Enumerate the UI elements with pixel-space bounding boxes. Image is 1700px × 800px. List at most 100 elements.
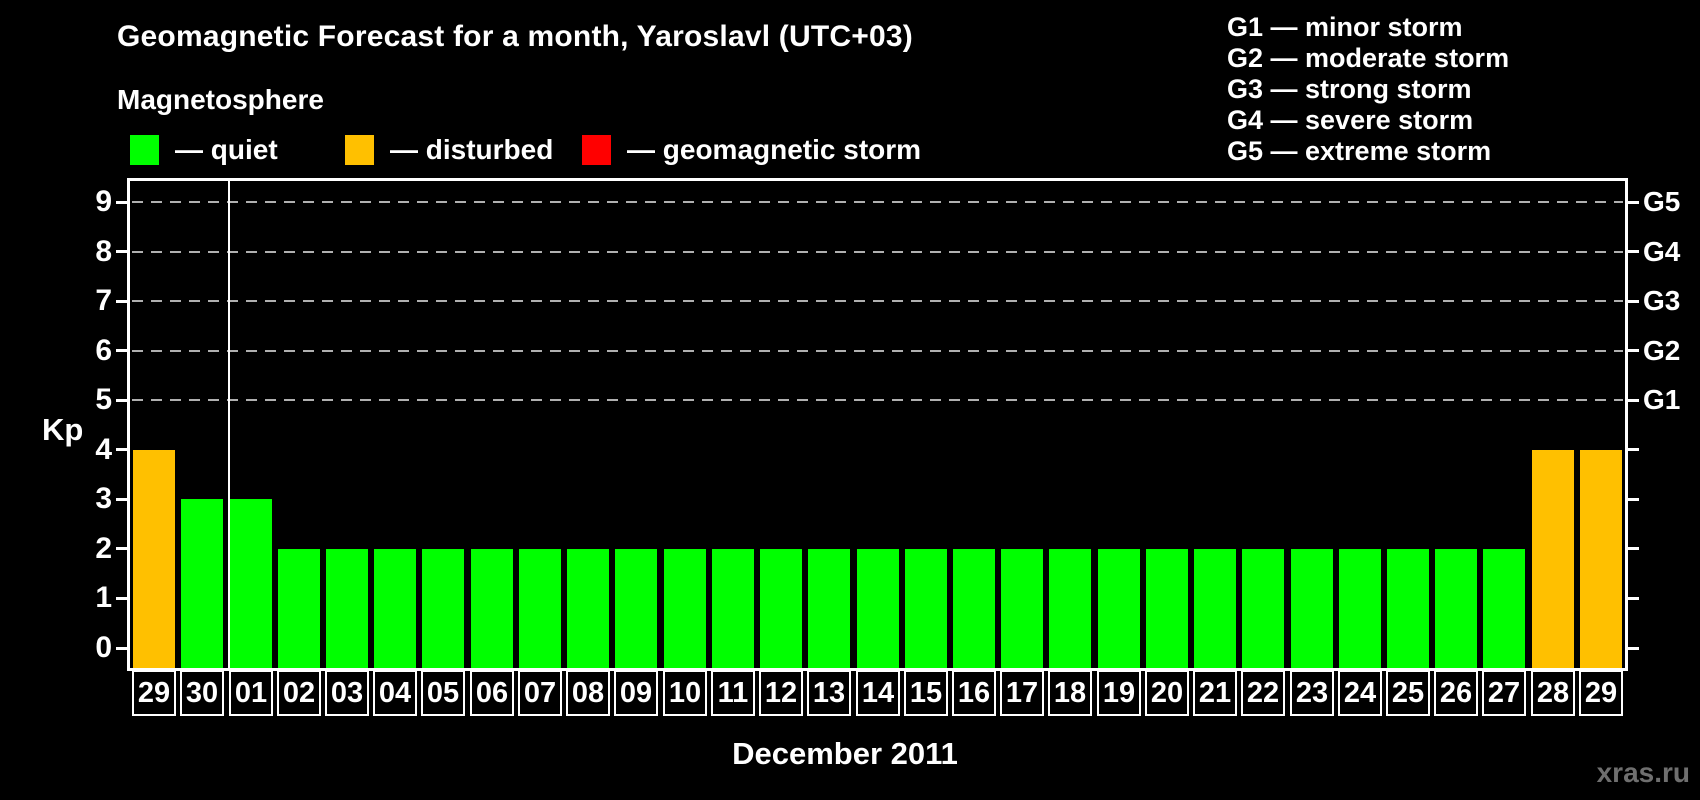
chart-title: Geomagnetic Forecast for a month, Yarosl… [117, 20, 913, 53]
x-axis-day-label: 04 [373, 670, 417, 716]
kp-bar-day-24 [1339, 549, 1381, 668]
gridline-kp7 [132, 300, 1623, 303]
kp-bar-day-19 [1098, 549, 1140, 668]
left-tick-kp8 [116, 250, 128, 254]
kp-bar-day-22 [1242, 549, 1284, 668]
kp-bar-day-30 [181, 499, 223, 668]
left-tick-kp9 [116, 200, 128, 204]
legend-label-storm: — geomagnetic storm [627, 134, 922, 165]
kp-bar-day-09 [615, 549, 657, 668]
right-tick-kp7 [1627, 299, 1639, 303]
right-tick-kp2 [1627, 547, 1639, 551]
y-axis-tick-label-7: 7 [95, 284, 112, 318]
x-axis-day-label: 13 [807, 670, 851, 716]
x-axis-day-label: 06 [470, 670, 514, 716]
x-axis-day-label: 02 [277, 670, 321, 716]
right-axis-label-g1: G1 [1643, 384, 1681, 416]
kp-bar-day-15 [905, 549, 947, 668]
left-tick-kp5 [116, 398, 128, 402]
left-tick-kp1 [116, 596, 128, 600]
g2-legend-line: G2 — moderate storm [1227, 43, 1510, 73]
left-tick-kp0 [116, 646, 128, 650]
legend-item-storm: — geomagnetic storm [582, 134, 921, 166]
right-tick-kp3 [1627, 497, 1639, 501]
y-axis-tick-label-8: 8 [95, 234, 112, 268]
kp-bar-day-11 [712, 549, 754, 668]
y-axis-tick-label-3: 3 [95, 482, 112, 516]
x-axis-day-label: 08 [566, 670, 610, 716]
kp-bar-day-04 [374, 549, 416, 668]
magnetosphere-label: Magnetosphere [117, 84, 324, 115]
y-axis-label: Kp [42, 412, 84, 447]
x-axis-day-label: 25 [1386, 670, 1430, 716]
x-axis-day-label: 01 [229, 670, 273, 716]
gridline-kp8 [132, 250, 1623, 253]
kp-bar-day-03 [326, 549, 368, 668]
x-axis-day-label: 20 [1145, 670, 1189, 716]
x-axis-day-label: 07 [518, 670, 562, 716]
gridline-kp9 [132, 201, 1623, 204]
right-axis-label-g5: G5 [1643, 186, 1681, 218]
y-axis-tick-label-6: 6 [95, 333, 112, 367]
kp-bar-day-20 [1146, 549, 1188, 668]
gridline-kp6 [132, 349, 1623, 352]
kp-bar-day-21 [1194, 549, 1236, 668]
g4-legend-line: G4 — severe storm [1227, 105, 1474, 135]
kp-bar-day-28 [1532, 450, 1574, 668]
x-axis-day-label: 29 [1579, 670, 1623, 716]
kp-bar-day-13 [808, 549, 850, 668]
x-axis-day-label: 18 [1048, 670, 1092, 716]
plot-frame [127, 178, 1628, 671]
legend-label-disturbed: — disturbed [390, 134, 554, 165]
x-axis-day-label: 10 [663, 670, 707, 716]
y-axis-tick-label-0: 0 [95, 631, 112, 664]
right-tick-kp8 [1627, 250, 1639, 254]
watermark: xras.ru [1596, 757, 1690, 788]
y-axis-tick-label-4: 4 [95, 432, 112, 466]
g3-legend-line: G3 — strong storm [1227, 74, 1472, 104]
kp-bar-day-08 [567, 549, 609, 668]
right-tick-kp6 [1627, 349, 1639, 353]
x-axis-day-label: 11 [711, 670, 755, 716]
x-axis-day-label: 17 [1000, 670, 1044, 716]
right-tick-kp0 [1627, 646, 1639, 650]
x-axis-day-label: 15 [904, 670, 948, 716]
right-axis-label-g4: G4 [1643, 235, 1681, 267]
kp-bar-day-29 [133, 450, 175, 668]
storm-color-swatch [582, 135, 611, 165]
x-axis-day-label: 16 [952, 670, 996, 716]
g-scale-legend: G1 — minor storm G2 — moderate storm G3 … [1227, 12, 1509, 167]
kp-bar-day-12 [760, 549, 802, 668]
x-axis-day-label: 05 [421, 670, 465, 716]
g1-legend-line: G1 — minor storm [1227, 12, 1463, 42]
g5-legend-line: G5 — extreme storm [1227, 136, 1492, 166]
right-axis-label-g3: G3 [1643, 285, 1681, 317]
left-tick-kp4 [116, 448, 128, 452]
y-axis-tick-label-2: 2 [95, 531, 112, 565]
kp-bar-day-29 [1580, 450, 1622, 668]
right-tick-kp9 [1627, 200, 1639, 204]
x-axis-day-label: 28 [1531, 670, 1575, 716]
right-tick-kp5 [1627, 398, 1639, 402]
x-axis-day-label: 27 [1482, 670, 1526, 716]
kp-bar-day-10 [664, 549, 706, 668]
x-axis-day-label: 09 [614, 670, 658, 716]
kp-bar-day-17 [1001, 549, 1043, 668]
kp-bar-day-05 [422, 549, 464, 668]
y-axis-tick-label-9: 9 [95, 185, 112, 219]
kp-bar-day-26 [1435, 549, 1477, 668]
quiet-color-swatch [130, 135, 159, 165]
left-tick-kp2 [116, 547, 128, 551]
x-axis-day-label: 14 [856, 670, 900, 716]
kp-bar-day-27 [1483, 549, 1525, 668]
y-axis-tick-label-5: 5 [95, 383, 112, 417]
x-axis-day-label: 22 [1241, 670, 1285, 716]
kp-bar-day-02 [278, 549, 320, 668]
x-axis-day-label: 03 [325, 670, 369, 716]
kp-bar-day-14 [857, 549, 899, 668]
kp-bar-day-07 [519, 549, 561, 668]
right-axis-label-g2: G2 [1643, 334, 1681, 366]
right-tick-kp1 [1627, 596, 1639, 600]
kp-bar-day-16 [953, 549, 995, 668]
